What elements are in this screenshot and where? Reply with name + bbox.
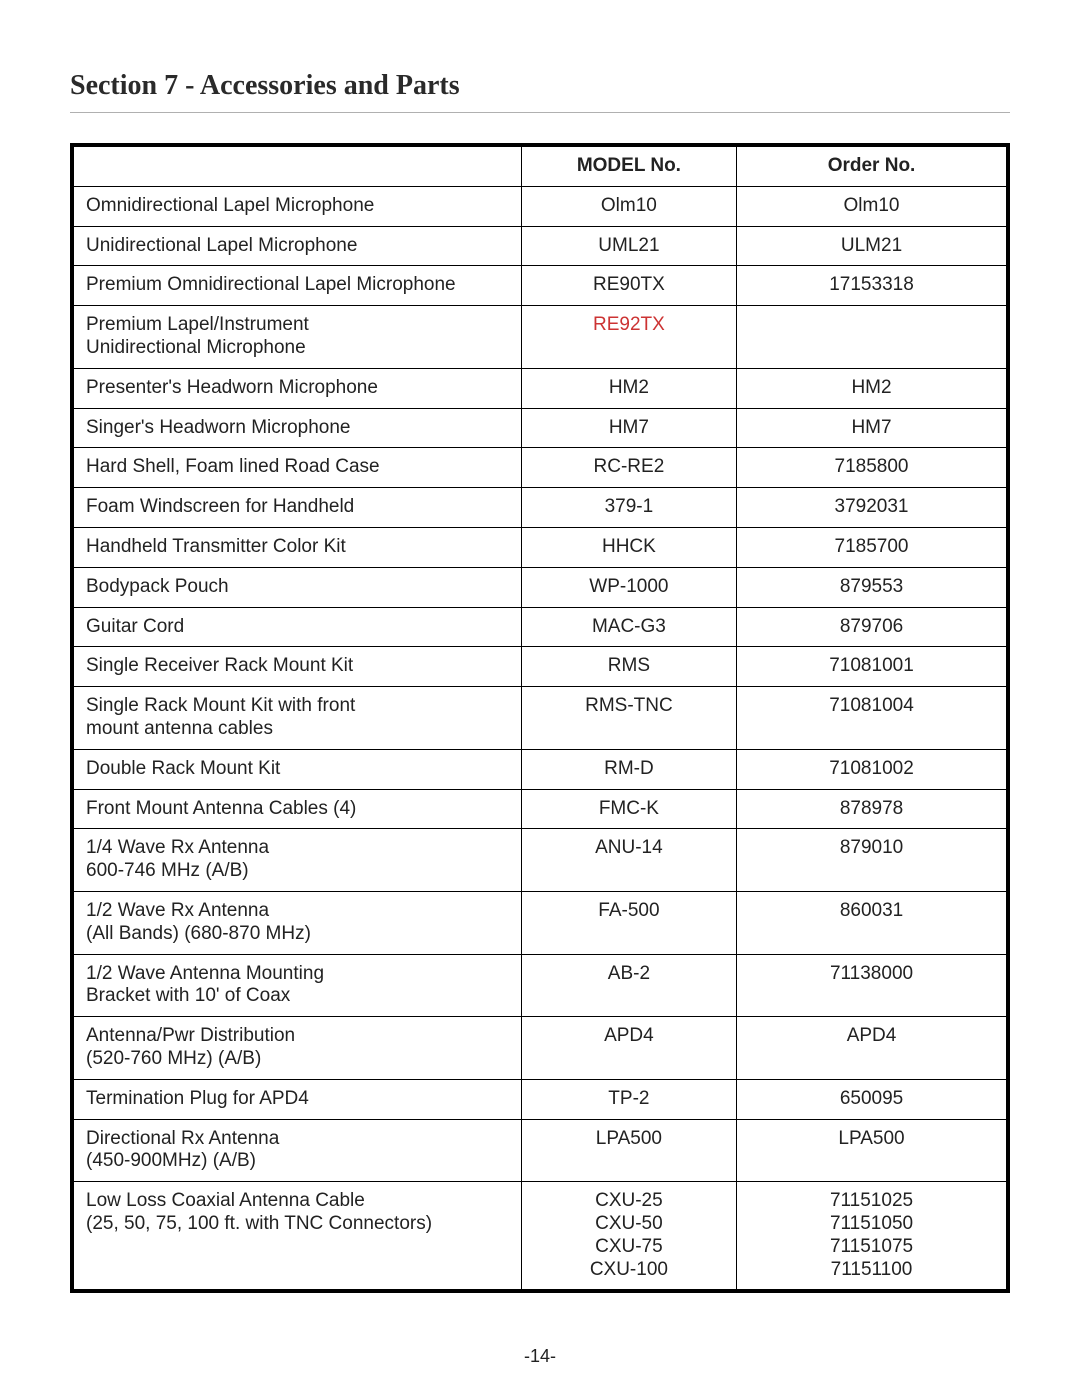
table-row: Guitar CordMAC-G3879706 (72, 607, 1008, 647)
section-title: Section 7 - Accessories and Parts (70, 70, 1010, 102)
table-row: Unidirectional Lapel MicrophoneUML21ULM2… (72, 226, 1008, 266)
table-row: Antenna/Pwr Distribution(520-760 MHz) (A… (72, 1017, 1008, 1080)
cell-model: UML21 (521, 226, 736, 266)
cell-model: HM7 (521, 408, 736, 448)
table-row: Premium Omnidirectional Lapel Microphone… (72, 266, 1008, 306)
table-row: Termination Plug for APD4TP-2650095 (72, 1079, 1008, 1119)
cell-order: ULM21 (737, 226, 1008, 266)
cell-order: HM2 (737, 368, 1008, 408)
table-row: Double Rack Mount KitRM-D71081002 (72, 749, 1008, 789)
cell-description: Double Rack Mount Kit (72, 749, 521, 789)
cell-description: Premium Omnidirectional Lapel Microphone (72, 266, 521, 306)
cell-model: RC-RE2 (521, 448, 736, 488)
cell-description: Singer's Headworn Microphone (72, 408, 521, 448)
cell-model: RE92TX (521, 306, 736, 369)
cell-model: HHCK (521, 527, 736, 567)
cell-order: 71081002 (737, 749, 1008, 789)
table-row: Bodypack PouchWP-1000879553 (72, 567, 1008, 607)
cell-description: Front Mount Antenna Cables (4) (72, 789, 521, 829)
cell-description: Directional Rx Antenna(450-900MHz) (A/B) (72, 1119, 521, 1182)
cell-description: 1/4 Wave Rx Antenna600-746 MHz (A/B) (72, 829, 521, 892)
cell-description: Antenna/Pwr Distribution(520-760 MHz) (A… (72, 1017, 521, 1080)
cell-model: RMS-TNC (521, 687, 736, 750)
table-row: Hard Shell, Foam lined Road CaseRC-RE271… (72, 448, 1008, 488)
cell-order: 17153318 (737, 266, 1008, 306)
cell-order: 7185800 (737, 448, 1008, 488)
page: Section 7 - Accessories and Parts MODEL … (0, 0, 1080, 1397)
table-row: Omnidirectional Lapel MicrophoneOlm10Olm… (72, 186, 1008, 226)
table-row: 1/2 Wave Rx Antenna(All Bands) (680-870 … (72, 891, 1008, 954)
cell-model: AB-2 (521, 954, 736, 1017)
cell-description: Bodypack Pouch (72, 567, 521, 607)
cell-model: ANU-14 (521, 829, 736, 892)
cell-order: 71081001 (737, 647, 1008, 687)
table-row: Premium Lapel/InstrumentUnidirectional M… (72, 306, 1008, 369)
table-row: Single Rack Mount Kit with frontmount an… (72, 687, 1008, 750)
cell-description: Hard Shell, Foam lined Road Case (72, 448, 521, 488)
cell-model: WP-1000 (521, 567, 736, 607)
table-row: Low Loss Coaxial Antenna Cable(25, 50, 7… (72, 1182, 1008, 1292)
cell-description: 1/2 Wave Rx Antenna(All Bands) (680-870 … (72, 891, 521, 954)
cell-order: 879553 (737, 567, 1008, 607)
cell-order: 71151025711510507115107571151100 (737, 1182, 1008, 1292)
cell-model: 379-1 (521, 488, 736, 528)
table-row: Front Mount Antenna Cables (4)FMC-K87897… (72, 789, 1008, 829)
page-number: -14- (0, 1346, 1080, 1367)
cell-model: RM-D (521, 749, 736, 789)
cell-order: 650095 (737, 1079, 1008, 1119)
cell-description: Guitar Cord (72, 607, 521, 647)
cell-description: Low Loss Coaxial Antenna Cable(25, 50, 7… (72, 1182, 521, 1292)
cell-model: CXU-25CXU-50CXU-75CXU-100 (521, 1182, 736, 1292)
cell-model: Olm10 (521, 186, 736, 226)
table-row: Foam Windscreen for Handheld379-13792031 (72, 488, 1008, 528)
cell-order: APD4 (737, 1017, 1008, 1080)
cell-order: LPA500 (737, 1119, 1008, 1182)
table-row: Presenter's Headworn MicrophoneHM2HM2 (72, 368, 1008, 408)
cell-description: Premium Lapel/InstrumentUnidirectional M… (72, 306, 521, 369)
cell-model: MAC-G3 (521, 607, 736, 647)
table-row: Handheld Transmitter Color KitHHCK718570… (72, 527, 1008, 567)
cell-model: APD4 (521, 1017, 736, 1080)
cell-order: Olm10 (737, 186, 1008, 226)
cell-description: Foam Windscreen for Handheld (72, 488, 521, 528)
cell-description: Unidirectional Lapel Microphone (72, 226, 521, 266)
cell-description: Single Receiver Rack Mount Kit (72, 647, 521, 687)
cell-order: 879706 (737, 607, 1008, 647)
cell-model: RMS (521, 647, 736, 687)
cell-model: FA-500 (521, 891, 736, 954)
cell-order: 3792031 (737, 488, 1008, 528)
cell-order (737, 306, 1008, 369)
table-row: Directional Rx Antenna(450-900MHz) (A/B)… (72, 1119, 1008, 1182)
cell-model: TP-2 (521, 1079, 736, 1119)
cell-description: Single Rack Mount Kit with frontmount an… (72, 687, 521, 750)
table-row: 1/4 Wave Rx Antenna600-746 MHz (A/B)ANU-… (72, 829, 1008, 892)
cell-order: HM7 (737, 408, 1008, 448)
cell-order: 71138000 (737, 954, 1008, 1017)
cell-model: RE90TX (521, 266, 736, 306)
cell-model: LPA500 (521, 1119, 736, 1182)
table-row: Single Receiver Rack Mount KitRMS7108100… (72, 647, 1008, 687)
table-row: Singer's Headworn MicrophoneHM7HM7 (72, 408, 1008, 448)
cell-model: HM2 (521, 368, 736, 408)
cell-order: 860031 (737, 891, 1008, 954)
cell-order: 7185700 (737, 527, 1008, 567)
cell-description: 1/2 Wave Antenna MountingBracket with 10… (72, 954, 521, 1017)
cell-description: Termination Plug for APD4 (72, 1079, 521, 1119)
cell-order: 71081004 (737, 687, 1008, 750)
title-rule (70, 112, 1010, 113)
table-row: 1/2 Wave Antenna MountingBracket with 10… (72, 954, 1008, 1017)
parts-table: MODEL No. Order No. Omnidirectional Lape… (70, 143, 1010, 1293)
header-order: Order No. (737, 145, 1008, 186)
cell-description: Presenter's Headworn Microphone (72, 368, 521, 408)
cell-order: 879010 (737, 829, 1008, 892)
cell-order: 878978 (737, 789, 1008, 829)
header-desc (72, 145, 521, 186)
header-model: MODEL No. (521, 145, 736, 186)
cell-description: Handheld Transmitter Color Kit (72, 527, 521, 567)
cell-model: FMC-K (521, 789, 736, 829)
cell-description: Omnidirectional Lapel Microphone (72, 186, 521, 226)
table-header-row: MODEL No. Order No. (72, 145, 1008, 186)
